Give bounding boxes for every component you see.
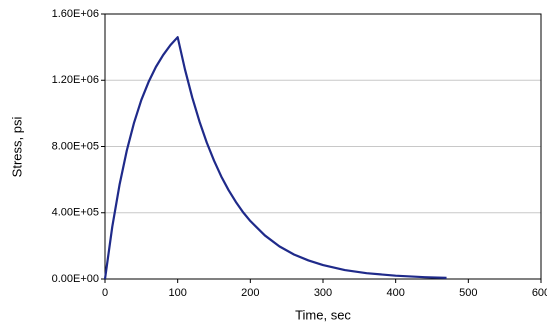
data-line <box>103 36 447 280</box>
y-tick-label: 1.20E+06 <box>52 74 99 86</box>
x-axis-title: Time, sec <box>295 307 351 322</box>
x-tick-label: 200 <box>241 287 259 299</box>
x-tick-label: 600 <box>532 287 547 299</box>
y-tick-label: 8.00E+05 <box>52 140 99 152</box>
x-tick-label: 300 <box>314 287 332 299</box>
x-tick-label: 0 <box>102 287 108 299</box>
x-tick-label: 500 <box>459 287 477 299</box>
y-tick-label: 4.00E+05 <box>52 207 99 219</box>
y-axis-title: Stress, psi <box>9 117 24 178</box>
y-tick-label: 0.00E+00 <box>52 273 99 285</box>
x-tick-label: 100 <box>168 287 186 299</box>
y-tick-label: 1.60E+06 <box>52 8 99 20</box>
x-tick-label: 400 <box>386 287 404 299</box>
plot-frame <box>104 13 542 280</box>
